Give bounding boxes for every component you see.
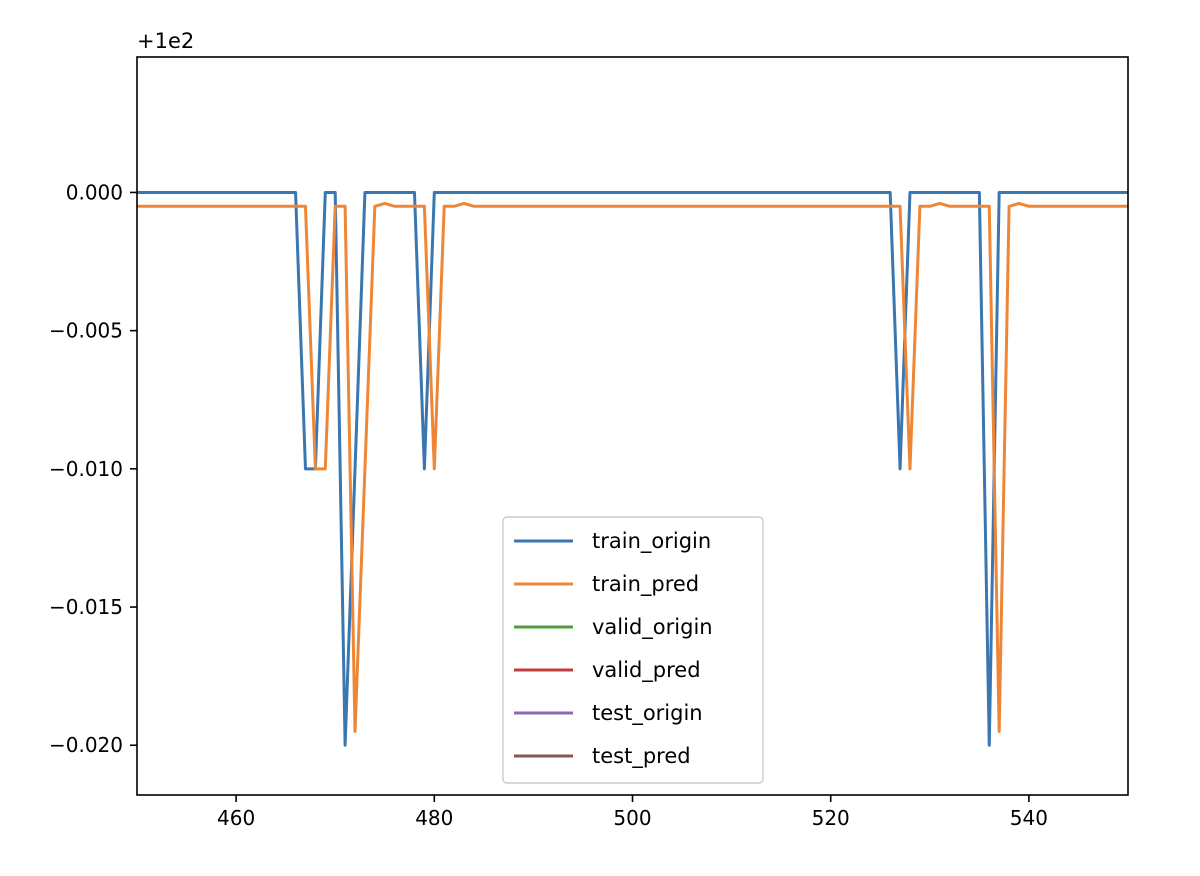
y-tick-label: −0.015 (49, 595, 123, 619)
x-tick-label: 460 (217, 806, 255, 830)
x-tick-label: 500 (613, 806, 651, 830)
legend-label-test_pred: test_pred (592, 744, 691, 769)
y-axis: 0.000 −0.005 −0.010 −0.015 −0.020 (49, 180, 137, 757)
legend: train_origin train_pred valid_origin valid_… (502, 516, 764, 784)
y-tick-label: −0.020 (49, 733, 123, 757)
y-tick-label: −0.005 (49, 319, 123, 343)
x-tick-label: 540 (1010, 806, 1048, 830)
legend-label-valid_pred: valid_pred (592, 658, 701, 683)
legend-label-train_origin: train_origin (592, 529, 711, 554)
series-line-train_origin (137, 190, 1128, 747)
series-layer (137, 190, 1128, 747)
series-line-train_pred (137, 201, 1128, 733)
legend-label-test_origin: test_origin (592, 701, 703, 726)
y-tick-label: −0.010 (49, 457, 123, 481)
legend-label-train_pred: train_pred (592, 572, 699, 597)
legend-label-valid_origin: valid_origin (592, 615, 713, 640)
y-tick-label: 0.000 (66, 180, 123, 204)
x-axis: 460 480 500 520 540 (217, 795, 1048, 830)
x-tick-label: 480 (415, 806, 453, 830)
y-axis-offset-label: +1e2 (137, 29, 194, 53)
x-tick-label: 520 (812, 806, 850, 830)
